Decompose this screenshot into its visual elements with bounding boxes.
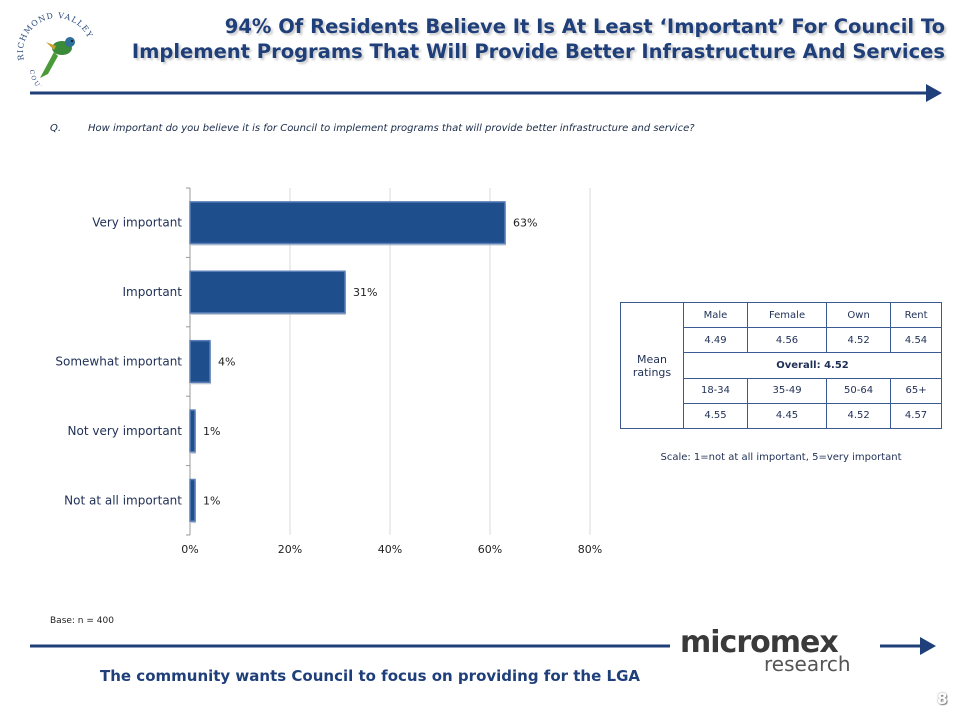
table-value-age-35-49: 4.45 bbox=[746, 402, 828, 430]
table-value-age-18-34: 4.55 bbox=[683, 402, 748, 430]
footer-arrow-icon bbox=[920, 637, 936, 655]
svg-text:C O U N C I L: C O U N C I L bbox=[28, 69, 58, 86]
table-value-age-65-plus: 4.57 bbox=[890, 402, 942, 430]
category-label: Somewhat important bbox=[55, 355, 182, 369]
category-label: Not at all important bbox=[64, 493, 182, 507]
bar bbox=[189, 339, 211, 384]
bar bbox=[189, 270, 346, 314]
footer-message: The community wants Council to focus on … bbox=[100, 667, 640, 685]
survey-question: Q. How important do you believe it is for… bbox=[50, 123, 930, 134]
base-note: Base: n = 400 bbox=[50, 616, 114, 626]
table-header-female: Female bbox=[746, 301, 828, 329]
header-arrow-icon bbox=[926, 84, 942, 102]
category-label: Very important bbox=[92, 216, 182, 230]
richmond-valley-logo: RICHMOND VALLEY C O U N C I L bbox=[16, 11, 94, 86]
data-label: 1% bbox=[203, 494, 220, 507]
micromex-logo: micromex research bbox=[680, 626, 851, 674]
scale-note: Scale: 1=not at all important, 5=very im… bbox=[660, 452, 902, 463]
x-tick-label: 40% bbox=[378, 543, 402, 556]
table-header-male: Male bbox=[683, 301, 748, 329]
logo-text-council: C O U N C I L bbox=[28, 69, 58, 86]
table-header-own: Own bbox=[826, 301, 892, 329]
table-value-female: 4.56 bbox=[746, 327, 828, 354]
table-header-age-35-49: 35-49 bbox=[746, 377, 828, 404]
x-tick-label: 0% bbox=[181, 543, 198, 556]
category-label: Important bbox=[123, 285, 183, 299]
brand-sub: research bbox=[764, 652, 851, 674]
data-label: 1% bbox=[203, 425, 220, 438]
table-value-male: 4.49 bbox=[683, 327, 748, 354]
bar bbox=[189, 478, 196, 522]
bar bbox=[189, 409, 196, 453]
mean-ratings-label: Mean ratings bbox=[620, 302, 684, 429]
x-tick-label: 60% bbox=[478, 543, 502, 556]
table-header-age-50-64: 50-64 bbox=[826, 377, 892, 404]
data-label: 31% bbox=[353, 286, 377, 299]
table-header-rent: Rent bbox=[890, 301, 942, 329]
table-header-age-65-plus: 65+ bbox=[890, 377, 942, 404]
question-text: How important do you believe it is for C… bbox=[88, 123, 695, 134]
page-title: 94% Of Residents Believe It Is At Least … bbox=[100, 14, 945, 64]
bar bbox=[189, 201, 506, 245]
importance-bar-chart: Very important 63% Important 31% Somewhat im… bbox=[55, 187, 602, 556]
data-label: 63% bbox=[513, 217, 537, 230]
page-number: 8 bbox=[937, 690, 948, 708]
table-value-own: 4.52 bbox=[826, 327, 892, 354]
data-label: 4% bbox=[218, 356, 235, 369]
category-label: Not very important bbox=[68, 424, 183, 438]
x-tick-label: 20% bbox=[278, 543, 302, 556]
mean-ratings-table: Mean ratings Male Female Own Rent 4.49 4… bbox=[620, 301, 942, 430]
table-overall-mean: Overall: 4.52 bbox=[683, 352, 942, 379]
table-value-rent: 4.54 bbox=[890, 327, 942, 354]
parrot-icon bbox=[40, 37, 75, 78]
table-header-age-18-34: 18-34 bbox=[683, 377, 748, 404]
page-title-line-1: 94% Of Residents Believe It Is At Least … bbox=[224, 15, 945, 38]
table-value-age-50-64: 4.52 bbox=[826, 402, 892, 430]
brand-main: micromex bbox=[680, 626, 838, 660]
question-number: Q. bbox=[50, 123, 62, 134]
page-title-line-2: Implement Programs That Will Provide Bet… bbox=[131, 40, 945, 63]
x-tick-label: 80% bbox=[578, 543, 602, 556]
